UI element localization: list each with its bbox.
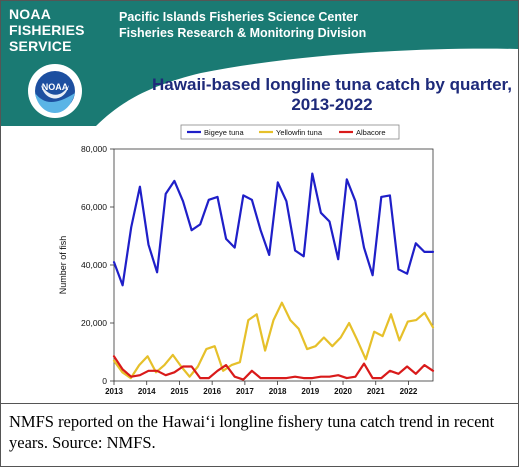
chart-title-line1: Hawaii-based longline tuna catch by quar… [152,75,512,94]
x-tick-label-8: 2020 [334,387,352,396]
series-line-yellowfin-tuna [112,301,435,380]
legend-label-3: Albacore [356,128,386,137]
chart-title-line2: 2013-2022 [291,95,373,114]
y-tick-label-2: 20,000 [81,318,107,328]
line-chart: Bigeye tuna Yellowfin tuna Albacore 0 20,00… [58,124,435,396]
org-line2: FISHERIES [9,22,85,38]
series-line-albacore [112,355,435,381]
chart-legend: Bigeye tuna Yellowfin tuna Albacore [180,124,400,140]
legend-box [180,124,400,140]
y-tick-label-4: 60,000 [81,202,107,212]
legend-label-1: Bigeye tuna [204,128,244,137]
x-tick-label-5: 2017 [236,387,254,396]
org-line1: NOAA [9,6,52,22]
plot-frame [113,148,434,382]
x-tick-label-7: 2019 [301,387,319,396]
x-tick-label-10: 2022 [400,387,418,396]
caption-box: NMFS reported on the Hawai‘i longline fi… [1,403,518,466]
noaa-logo: NOAA [28,64,82,118]
y-tick-label-5: 80,000 [81,144,107,154]
header-banner [1,1,518,126]
x-tick-label-1: 2013 [105,387,123,396]
caption-text: NMFS reported on the Hawai‘i longline fi… [9,412,495,452]
chart-series [112,172,435,381]
series-line-bigeye-tuna [112,172,435,287]
chart-title: Hawaii-based longline tuna catch by quar… [146,75,518,115]
division-name: Fisheries Research & Monitoring Division [119,26,367,40]
chart-axes: 0 20,000 40,000 60,000 80,000 Number of fish 2… [58,144,434,396]
y-tick-label-1: 0 [102,376,107,386]
x-tick-label-4: 2016 [203,387,221,396]
x-tick-label-9: 2021 [367,387,385,396]
banner-shape [1,1,518,126]
x-tick-label-2: 2014 [138,387,156,396]
legend-label-2: Yellowfin tuna [276,128,323,137]
noaa-logo-text: NOAA [42,82,69,92]
y-tick-label-3: 40,000 [81,260,107,270]
org-line3: SERVICE [9,38,72,54]
x-tick-label-3: 2015 [171,387,189,396]
x-tick-label-6: 2018 [269,387,287,396]
y-axis-label: Number of fish [58,236,68,295]
center-name: Pacific Islands Fisheries Science Center [119,10,359,24]
